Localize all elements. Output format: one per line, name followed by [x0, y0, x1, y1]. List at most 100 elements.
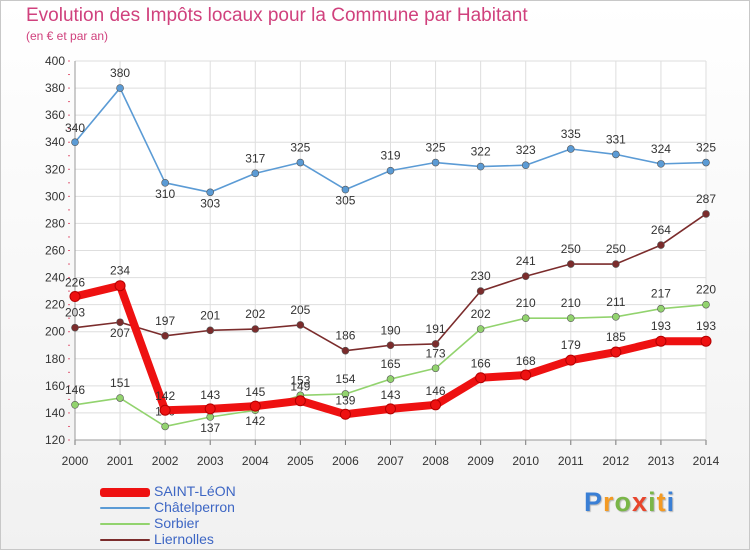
data-label: 185: [606, 330, 626, 344]
data-point: [251, 325, 260, 333]
legend-label: Sorbier: [154, 515, 200, 531]
y-tick-label: 160: [45, 379, 65, 393]
data-label: 142: [155, 389, 175, 403]
data-point: [249, 400, 261, 412]
legend-swatch: [100, 507, 150, 509]
y-tick-label: 200: [45, 325, 65, 339]
data-point: [116, 318, 124, 327]
y-tick-label: 280: [45, 216, 65, 230]
x-tick-label: 2004: [242, 454, 269, 468]
data-point: [702, 158, 710, 167]
x-tick-label: 2006: [332, 454, 359, 468]
data-point: [206, 326, 215, 335]
data-point: [161, 422, 169, 431]
y-tick-label: 400: [45, 54, 65, 68]
data-point: [520, 369, 532, 381]
data-label: 211: [606, 295, 625, 309]
data-label: 230: [471, 269, 491, 283]
logo-letter: o: [614, 487, 633, 517]
data-label: 139: [335, 393, 355, 407]
data-label: 151: [110, 376, 130, 390]
data-point: [566, 260, 575, 268]
data-point: [206, 188, 215, 197]
data-label: 210: [561, 296, 581, 310]
data-label: 186: [335, 329, 355, 343]
data-label: 250: [606, 242, 626, 256]
data-label: 153: [290, 373, 310, 387]
data-label: 165: [380, 357, 400, 371]
logo-letter: i: [648, 487, 657, 517]
y-tick-label: 260: [45, 244, 65, 258]
y-tick-label: 300: [45, 189, 65, 203]
x-tick-label: 2008: [422, 454, 449, 468]
data-point: [386, 375, 395, 383]
proxiti-logo: Proxiti: [584, 487, 675, 518]
y-tick-label: 180: [45, 352, 65, 366]
data-label: 193: [696, 319, 716, 333]
data-point: [161, 179, 169, 187]
y-tick-label: 120: [45, 433, 65, 447]
data-label: 149: [290, 380, 310, 394]
chart-subtitle: (en € et par an): [26, 29, 109, 43]
data-label: 322: [471, 145, 491, 159]
data-point: [657, 160, 665, 168]
data-point: [476, 287, 485, 295]
data-label: 205: [290, 303, 310, 317]
data-point: [341, 346, 350, 355]
data-label: 310: [155, 187, 175, 201]
data-label: 234: [110, 264, 130, 278]
data-label: 331: [606, 132, 626, 146]
data-point: [385, 403, 396, 415]
data-label: 202: [471, 307, 491, 321]
data-label: 217: [651, 287, 671, 301]
data-point: [657, 241, 665, 249]
data-label: 220: [696, 283, 716, 297]
data-point: [431, 158, 440, 167]
y-tick-label: 340: [45, 135, 65, 149]
y-tick-label: 320: [45, 162, 65, 176]
y-tick-label: 360: [45, 108, 65, 122]
data-label: 203: [65, 306, 85, 320]
logo-letter: i: [666, 487, 676, 517]
data-label: 305: [335, 194, 355, 208]
data-label: 202: [245, 307, 265, 321]
data-label: 143: [200, 388, 220, 402]
data-point: [431, 364, 440, 373]
data-point: [476, 162, 485, 171]
data-point: [565, 354, 577, 366]
data-label: 325: [290, 141, 310, 155]
data-point: [69, 291, 81, 303]
logo-letter: x: [632, 487, 649, 517]
data-point: [430, 399, 442, 411]
data-label: 335: [561, 127, 581, 141]
x-tick-label: 2011: [558, 454, 584, 468]
data-point: [521, 272, 530, 281]
data-label: 142: [245, 414, 265, 428]
data-label: 137: [200, 421, 220, 435]
legend-swatch: [100, 523, 150, 525]
data-label: 241: [516, 254, 536, 268]
data-point: [521, 314, 530, 322]
legend-swatch: [100, 487, 150, 497]
data-label: 166: [471, 357, 491, 371]
logo-letter: t: [656, 487, 667, 517]
data-label: 287: [696, 192, 716, 206]
data-label: 179: [561, 338, 581, 352]
data-label: 340: [65, 121, 85, 135]
data-point: [702, 300, 710, 309]
data-label: 190: [380, 323, 400, 337]
x-tick-label: 2001: [107, 454, 134, 468]
data-point: [612, 150, 620, 159]
data-point: [655, 335, 667, 347]
chart-title: Evolution des Impôts locaux pour la Comm…: [26, 5, 528, 26]
legend-label: SAINT-LéON: [154, 483, 236, 499]
x-tick-label: 2005: [287, 454, 314, 468]
data-label: 201: [200, 308, 220, 322]
data-point: [161, 331, 169, 340]
y-tick-label: 380: [45, 81, 65, 95]
data-point: [206, 413, 215, 421]
data-point: [386, 341, 395, 350]
data-label: 380: [110, 66, 130, 80]
data-point: [657, 304, 665, 313]
